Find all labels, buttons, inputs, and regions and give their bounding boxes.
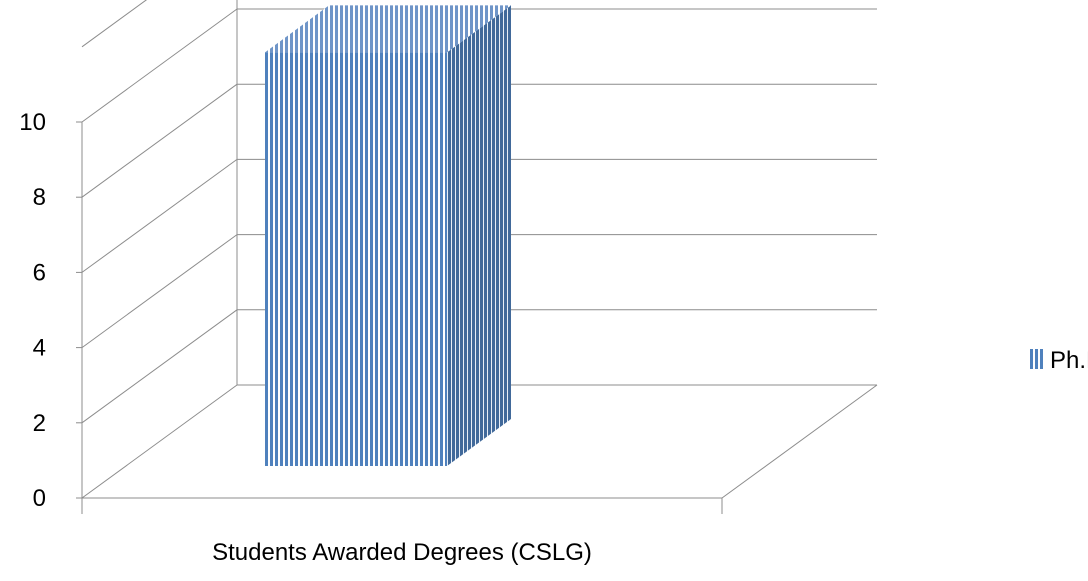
gridline-side-10 [81,8,238,123]
y-tick-label-10: 10 [19,109,46,136]
y-tick-label-6: 6 [33,259,46,286]
legend-label-phd: Ph.D. [1050,347,1088,374]
bar-top-phd [265,5,511,53]
gridline-side-12 [81,0,148,48]
x-category-label: Students Awarded Degrees (CSLG) [212,539,592,566]
y-tick-label-4: 4 [33,335,46,362]
gridline-side-8 [81,83,238,198]
gridline-side-4 [81,234,238,349]
gridline-side-6 [81,158,238,273]
bars [265,5,511,467]
floor-right-edge [721,384,878,499]
gridline-side-2 [81,309,238,424]
floor-left-edge [81,384,238,499]
legend: Ph.D. [1029,347,1088,374]
y-tick-label-0: 0 [33,485,46,512]
y-tick-label-2: 2 [33,410,46,437]
bar-side-phd [447,5,511,467]
bar-phd [265,52,447,467]
y-tick-label-8: 8 [33,184,46,211]
legend-swatch-phd [1029,349,1044,369]
